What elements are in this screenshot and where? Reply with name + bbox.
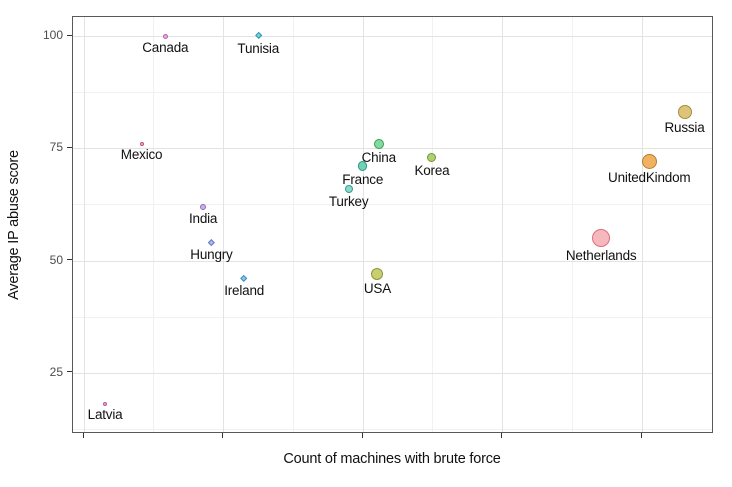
y-tick-label: 100 [42,28,63,42]
data-point-usa [371,268,384,280]
gridline-minor-h [73,204,712,206]
point-label-unitedkindom: UnitedKindom [608,170,691,186]
data-point-china [373,138,384,149]
point-label-mexico: Mexico [120,146,163,162]
y-tick-label: 50 [49,252,63,267]
data-point-russia [677,105,692,120]
gridline-major-v [222,17,224,432]
point-label-china: China [361,149,396,165]
x-tick-mark [501,433,503,438]
y-tick-mark [67,371,72,373]
data-point-mexico [139,141,144,146]
point-label-india: India [188,210,218,226]
data-point-canada [162,33,168,39]
data-point-france [357,161,368,171]
gridline-minor-v [153,17,155,432]
data-point-netherlands [592,229,611,248]
data-point-latvia [103,402,108,407]
gridline-minor-h [73,92,712,94]
gridline-minor-v [292,17,294,432]
x-tick-mark [82,433,84,438]
y-axis-title: Average IP abuse score [6,150,22,300]
gridline-minor-h [73,428,712,430]
data-point-india [200,203,207,210]
gridline-major-h [73,372,712,374]
y-tick-mark [67,146,72,148]
gridline-major-v [362,17,364,432]
gridline-major-v [641,17,643,432]
gridline-minor-h [73,316,712,318]
gridline-minor-v [711,17,712,432]
y-tick-label: 75 [49,140,63,155]
gridline-major-h [73,260,712,262]
data-point-korea [427,152,437,162]
point-label-tunisia: Tunisia [237,40,280,56]
gridline-major-h [73,148,712,150]
gridline-major-v [502,17,504,432]
data-point-tunisia [254,32,263,40]
gridline-minor-v [571,17,573,432]
point-label-france: France [342,171,384,187]
y-tick-mark [67,34,72,36]
data-point-ireland [240,274,248,283]
point-label-ireland: Ireland [224,282,265,298]
x-axis-title: Count of machines with brute force [283,451,501,467]
data-point-hungry [208,239,215,246]
point-label-russia: Russia [664,120,705,136]
gridline-major-h [73,36,712,37]
x-tick-mark [640,433,642,438]
point-label-korea: Korea [414,162,450,178]
data-point-unitedkindom [641,154,657,170]
point-label-turkey: Turkey [328,193,369,209]
point-label-latvia: Latvia [87,407,123,423]
plot-panel: Canada Tunisia Mexico India Hungry Ireland Lat… [72,16,713,433]
x-tick-mark [221,433,223,438]
point-label-netherlands: Netherlands [565,248,637,264]
data-point-turkey [344,184,353,193]
point-label-canada: Canada [142,39,189,55]
point-label-usa: USA [363,281,392,296]
y-tick-mark [67,259,72,261]
gridline-minor-v [432,17,434,432]
gridline-major-v [83,17,85,432]
point-label-hungry: Hungry [190,246,233,262]
x-tick-mark [361,433,363,438]
y-tick-label: 25 [49,364,63,379]
